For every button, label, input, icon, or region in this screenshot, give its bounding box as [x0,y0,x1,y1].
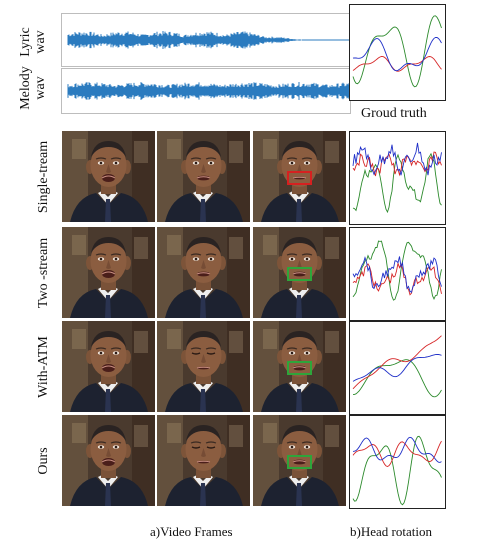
hair [91,331,126,347]
tie [200,199,206,222]
mouth [102,364,115,372]
hair [282,237,317,253]
yaw-curve [352,36,442,72]
head-rotation-plot [349,415,446,509]
head-rotation-plot [349,321,446,415]
tie [200,295,206,318]
row-label: With-ATM [36,336,51,398]
hair [282,331,317,347]
lyric-wav-label: Lyric wav [18,27,48,57]
video-frame [62,415,155,506]
row-label: Two -stream [36,237,51,309]
ground-truth-rotation-plot [349,4,446,101]
yaw-curve [352,353,442,382]
row-label: Single-tream [36,140,51,214]
hair [186,141,221,157]
shirt [193,287,213,301]
pitch-curve [352,335,442,390]
hair [91,237,126,253]
video-frame [157,131,250,222]
yaw-curve [352,142,442,176]
roll-curve [352,15,442,88]
shirt [289,287,309,301]
tie [296,389,302,412]
melody-wav-label: Melody wav [18,66,48,110]
tie [105,389,111,412]
tie [296,483,302,506]
video-frame [157,415,250,506]
tie [296,295,302,318]
tie [296,199,302,222]
head-rotation-plot [349,131,446,225]
mouth-box [287,361,312,375]
row-label: Ours [36,447,51,475]
video-frame [253,321,346,412]
hair [91,425,126,441]
melody-waveform-panel [61,68,351,114]
pitch-curve [352,56,442,72]
shirt [193,191,213,205]
shirt [98,287,118,301]
video-frame [62,321,155,412]
pitch-curve [352,261,442,296]
hair [282,425,317,441]
head-rotation-plot [349,227,446,321]
shirt [98,475,118,489]
shirt [98,381,118,395]
waveform-signal [67,31,302,49]
waveform-signal [67,82,350,100]
tie [105,295,111,318]
roll-curve [352,240,442,301]
mouth-box [287,267,312,281]
shirt [193,381,213,395]
shirt [289,191,309,205]
video-frame [157,321,250,412]
tie [105,199,111,222]
shirt [193,475,213,489]
video-frame [62,131,155,222]
roll-curve [352,435,442,506]
tie [105,483,111,506]
lyric-waveform-panel [61,13,351,67]
video-frame [62,227,155,318]
video-frame [253,227,346,318]
hair [186,425,221,441]
mouth [102,270,115,278]
pitch-curve [352,440,442,467]
hair [186,331,221,347]
mouth-box [287,171,312,185]
video-frame [253,131,346,222]
yaw-curve [352,256,442,294]
tie [200,483,206,506]
shirt [98,191,118,205]
ground-truth-label: Groud truth [361,106,427,121]
roll-curve [352,152,442,214]
hair [91,141,126,157]
hair [186,237,221,253]
video-frames-caption: a)Video Frames [150,524,233,539]
tie [200,389,206,412]
shirt [289,475,309,489]
mouth [102,458,115,466]
head-rotation-caption: b)Head rotation [350,524,432,539]
video-frame [157,227,250,318]
mouth [102,174,115,182]
lyric-waveform [67,31,350,49]
yaw-curve [352,436,442,463]
roll-curve [353,359,442,398]
shirt [289,381,309,395]
hair [282,141,317,157]
video-frame [253,415,346,506]
melody-waveform [67,82,350,100]
mouth-box [287,455,312,469]
